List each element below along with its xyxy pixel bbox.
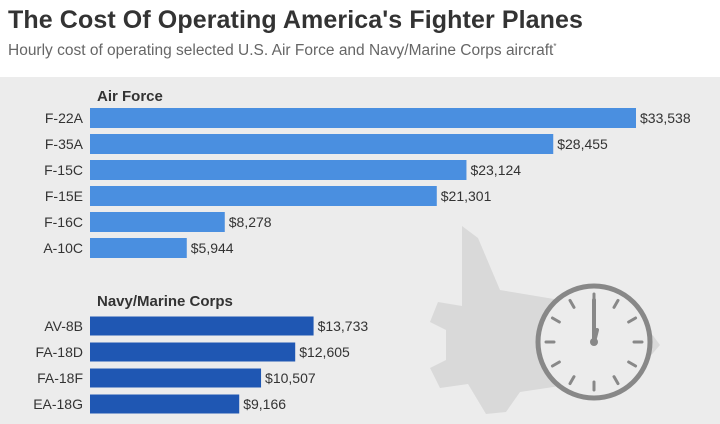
category-label: F-16C xyxy=(44,214,83,230)
bar xyxy=(90,160,467,180)
bar xyxy=(90,394,240,414)
bar xyxy=(90,186,437,206)
category-label: A-10C xyxy=(43,240,83,256)
clock-icon xyxy=(535,283,653,401)
bar xyxy=(90,212,225,232)
value-label: $8,278 xyxy=(229,214,272,230)
value-label: $12,605 xyxy=(299,344,350,360)
value-label: $5,944 xyxy=(191,240,234,256)
value-label: $28,455 xyxy=(557,136,608,152)
subtitle-text: Hourly cost of operating selected U.S. A… xyxy=(8,42,554,60)
bar xyxy=(90,238,187,258)
clock-tick xyxy=(612,375,620,386)
category-label: AV-8B xyxy=(44,318,83,334)
group-header: Navy/Marine Corps xyxy=(97,293,233,310)
value-label: $33,538 xyxy=(640,110,691,126)
clock-tick xyxy=(568,298,576,309)
clock-tick xyxy=(627,316,638,324)
clock-tick xyxy=(627,360,638,368)
bar xyxy=(90,316,314,336)
category-label: F-15E xyxy=(45,188,83,204)
value-label: $9,166 xyxy=(243,396,286,412)
category-label: F-15C xyxy=(44,162,83,178)
category-label: EA-18G xyxy=(33,396,83,412)
clock-tick xyxy=(612,298,620,309)
clock-tick xyxy=(568,375,576,386)
bar xyxy=(90,342,296,362)
clock-tick xyxy=(550,360,561,368)
value-label: $10,507 xyxy=(265,370,316,386)
chart-title: The Cost Of Operating America's Fighter … xyxy=(8,6,584,34)
chart-subtitle: Hourly cost of operating selected U.S. A… xyxy=(8,42,556,60)
category-label: FA-18D xyxy=(36,344,83,360)
bar xyxy=(90,134,554,154)
category-label: FA-18F xyxy=(37,370,83,386)
clock-tick xyxy=(550,316,561,324)
subtitle-footnote-mark: * xyxy=(553,42,557,51)
value-label: $23,124 xyxy=(470,162,521,178)
bar xyxy=(90,108,636,128)
category-label: F-22A xyxy=(45,110,84,126)
category-label: F-35A xyxy=(45,136,84,152)
bar xyxy=(90,368,262,388)
group-header: Air Force xyxy=(97,88,163,105)
value-label: $21,301 xyxy=(441,188,492,204)
value-label: $13,733 xyxy=(318,318,369,334)
